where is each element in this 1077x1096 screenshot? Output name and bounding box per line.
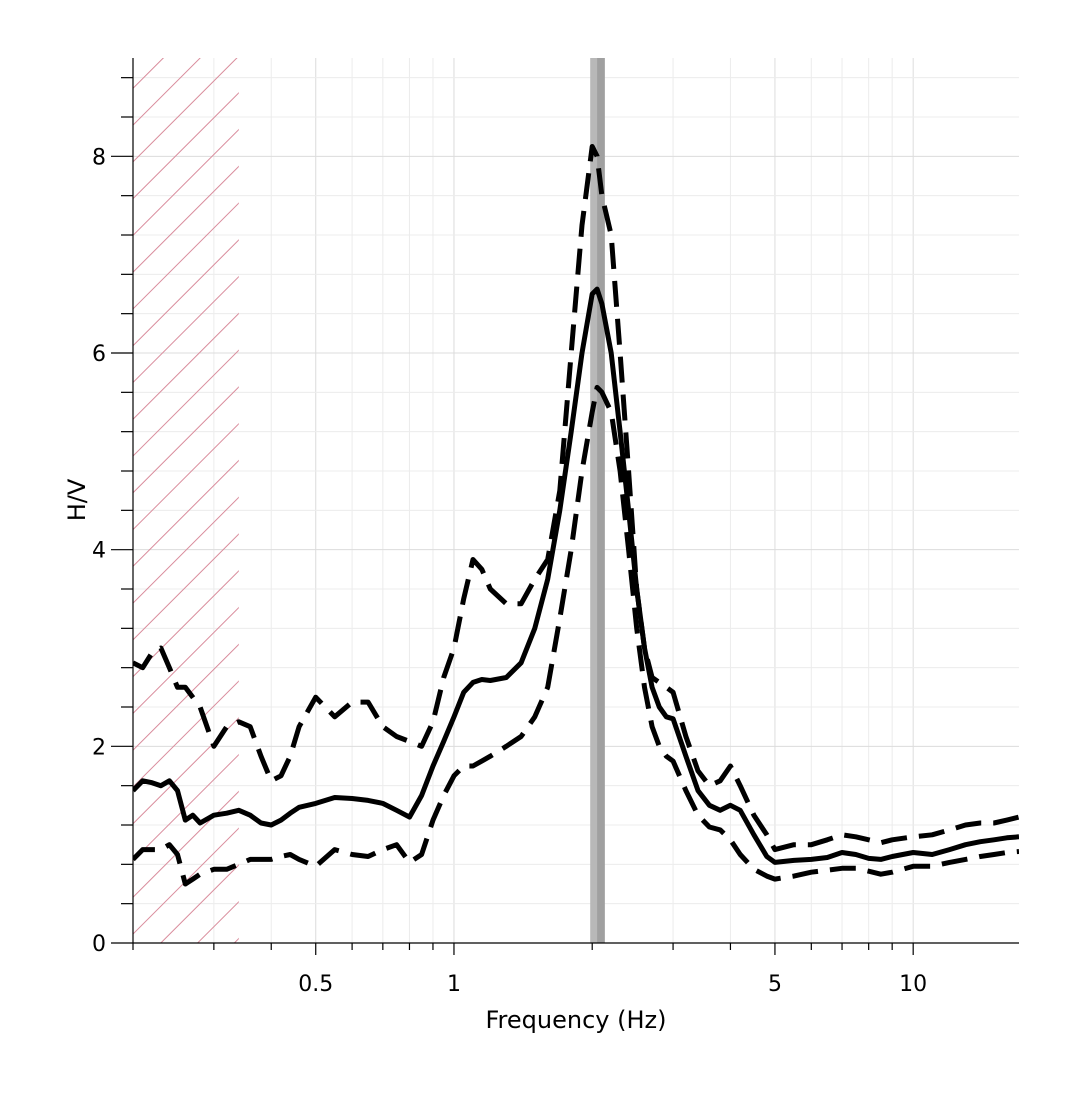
x-tick-label: 0.5 bbox=[298, 972, 333, 997]
axes: 0.5 1 5 10 0 2 4 6 8 bbox=[92, 58, 1019, 997]
grid bbox=[132, 58, 1019, 944]
x-tick-label: 10 bbox=[899, 972, 927, 997]
x-tick-label: 5 bbox=[768, 972, 782, 997]
hv-curve-upper bbox=[133, 144, 1019, 853]
y-tick-label: 2 bbox=[92, 735, 106, 760]
y-tick-label: 0 bbox=[92, 932, 106, 957]
peak-line bbox=[597, 58, 605, 943]
y-tick-label: 4 bbox=[92, 539, 106, 564]
y-tick-label: 6 bbox=[92, 342, 106, 367]
bands bbox=[133, 58, 605, 943]
hv-curve-mean bbox=[133, 286, 1019, 865]
x-axis-title: Frequency (Hz) bbox=[486, 1006, 667, 1034]
y-axis-title: H/V bbox=[63, 478, 91, 521]
y-tick-label: 8 bbox=[92, 145, 106, 170]
x-tick-label: 1 bbox=[447, 972, 461, 997]
series bbox=[133, 144, 1019, 887]
hv-curve-lower bbox=[133, 384, 1019, 887]
excluded-band bbox=[133, 58, 239, 943]
